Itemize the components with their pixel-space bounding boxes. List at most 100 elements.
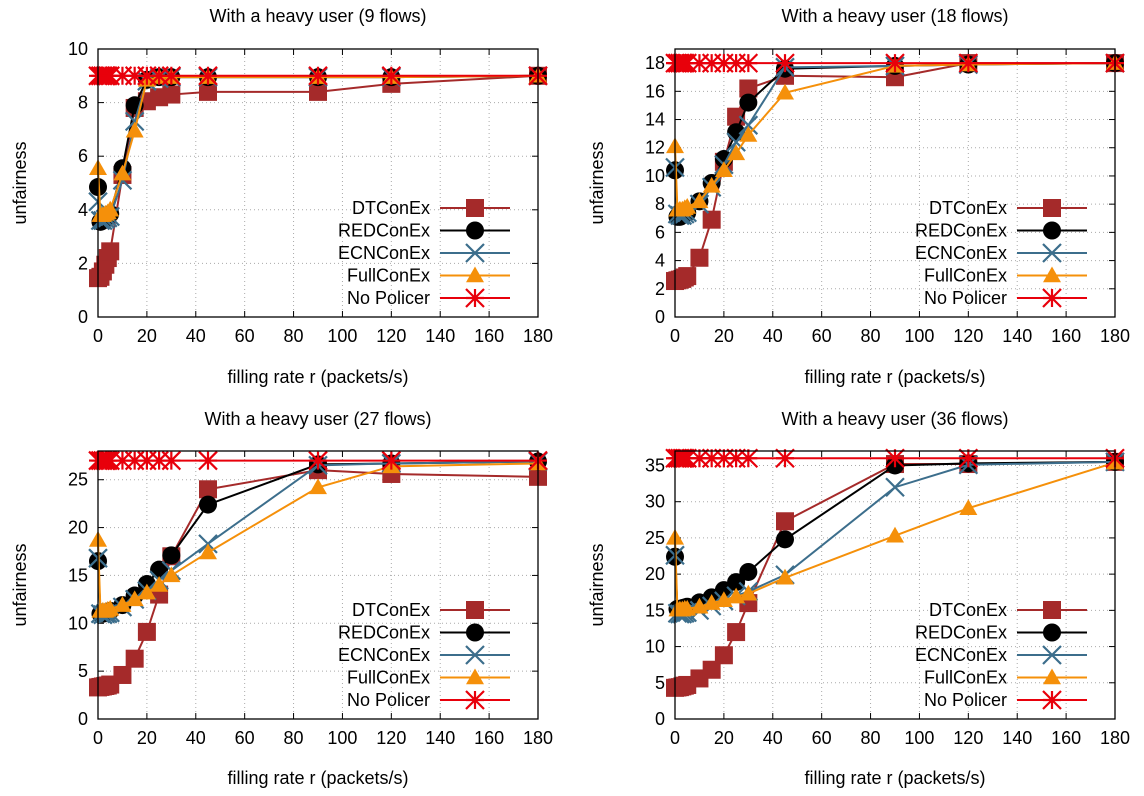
y-tick-label: 25: [645, 528, 665, 548]
data-point: [137, 66, 157, 86]
data-point: [137, 622, 156, 641]
data-point: [125, 649, 144, 668]
data-point: [714, 161, 733, 178]
legend-marker: [1043, 221, 1061, 240]
x-tick-label: 40: [763, 326, 783, 346]
chart-title: With a heavy user (18 flows): [781, 6, 1008, 26]
data-point: [199, 543, 217, 560]
x-tick-label: 120: [953, 326, 983, 346]
legend-label: ECNConEx: [338, 645, 430, 665]
y-tick-label: 0: [78, 307, 88, 327]
y-tick-label: 14: [645, 110, 665, 130]
chart-title: With a heavy user (9 flows): [209, 6, 426, 26]
data-point: [701, 53, 722, 73]
y-axis-label: unfairness: [587, 543, 607, 626]
data-point: [137, 583, 156, 600]
data-point: [959, 499, 978, 515]
x-tick-label: 20: [714, 728, 734, 748]
data-point: [739, 584, 758, 601]
data-point: [701, 448, 722, 469]
y-tick-label: 2: [655, 279, 665, 299]
legend-label: DTConEx: [929, 600, 1007, 620]
y-tick-label: 5: [655, 673, 665, 693]
x-tick-label: 120: [953, 728, 983, 748]
data-point: [125, 121, 144, 138]
legend-label: ECNConEx: [915, 243, 1007, 263]
legend-marker: [466, 266, 484, 283]
y-tick-label: 18: [645, 53, 665, 73]
series-no-policer: [665, 448, 1125, 469]
data-point: [726, 53, 746, 73]
y-axis-label: unfairness: [10, 141, 30, 224]
x-tick-label: 160: [1051, 728, 1081, 748]
legend-marker: [466, 221, 484, 240]
y-tick-label: 0: [78, 709, 88, 729]
data-point: [702, 660, 721, 679]
data-point: [689, 448, 710, 469]
x-tick-label: 140: [1002, 728, 1032, 748]
legend-label: FullConEx: [347, 668, 430, 688]
legend-marker: [1043, 601, 1061, 619]
chart-panel: With a heavy user (36 flows)0 20 40 60 80 100…: [587, 409, 1130, 788]
x-tick-label: 20: [714, 326, 734, 346]
data-point: [112, 450, 133, 471]
data-point: [113, 665, 132, 684]
data-point: [739, 126, 758, 142]
legend-marker: [1042, 645, 1062, 665]
y-axis-label: unfairness: [10, 543, 30, 626]
data-point: [162, 85, 181, 104]
legend-marker: [465, 645, 485, 665]
data-point: [714, 646, 733, 665]
data-point: [702, 176, 721, 193]
legend-label: ECNConEx: [915, 645, 1007, 665]
legend-label: No Policer: [924, 690, 1007, 710]
legend-marker: [1043, 266, 1061, 283]
y-tick-label: 10: [68, 39, 88, 59]
series-no-policer: [88, 66, 548, 86]
data-point: [149, 66, 169, 86]
y-tick-label: 12: [645, 138, 665, 158]
data-point: [199, 82, 217, 101]
legend-label: No Policer: [924, 288, 1007, 308]
y-tick-label: 5: [78, 661, 88, 681]
data-point: [776, 512, 794, 531]
x-tick-label: 60: [235, 728, 255, 748]
data-point: [677, 448, 697, 469]
x-axis-label: filling rate r (packets/s): [804, 367, 985, 387]
x-tick-label: 80: [284, 326, 304, 346]
data-point: [150, 576, 169, 592]
data-point: [381, 66, 402, 86]
x-tick-label: 60: [812, 326, 832, 346]
data-point: [198, 450, 218, 471]
chart-panel: With a heavy user (18 flows)0 20 40 60 80 100…: [587, 6, 1130, 387]
x-tick-label: 0: [93, 326, 103, 346]
data-point: [112, 66, 133, 86]
y-tick-label: 4: [655, 251, 665, 271]
y-tick-label: 0: [655, 307, 665, 327]
x-tick-label: 40: [186, 326, 206, 346]
x-tick-label: 180: [1100, 728, 1130, 748]
data-point: [690, 192, 709, 209]
legend-marker: [1042, 243, 1062, 263]
legend-label: REDConEx: [915, 623, 1007, 643]
series-dtconex: [666, 54, 1124, 291]
legend-label: DTConEx: [352, 198, 430, 218]
chart-title: With a heavy user (36 flows): [781, 409, 1008, 429]
x-tick-label: 140: [425, 326, 455, 346]
x-tick-label: 180: [523, 728, 553, 748]
data-point: [775, 448, 795, 469]
data-point: [149, 450, 169, 471]
x-tick-label: 100: [904, 728, 934, 748]
x-tick-label: 120: [376, 326, 406, 346]
legend-marker: [1043, 199, 1061, 217]
x-tick-label: 100: [904, 326, 934, 346]
data-point: [309, 478, 327, 495]
x-tick-label: 20: [137, 326, 157, 346]
data-point: [886, 526, 904, 543]
x-tick-label: 180: [523, 326, 553, 346]
y-tick-label: 8: [78, 93, 88, 113]
y-tick-label: 16: [645, 81, 665, 101]
x-tick-label: 40: [186, 728, 206, 748]
